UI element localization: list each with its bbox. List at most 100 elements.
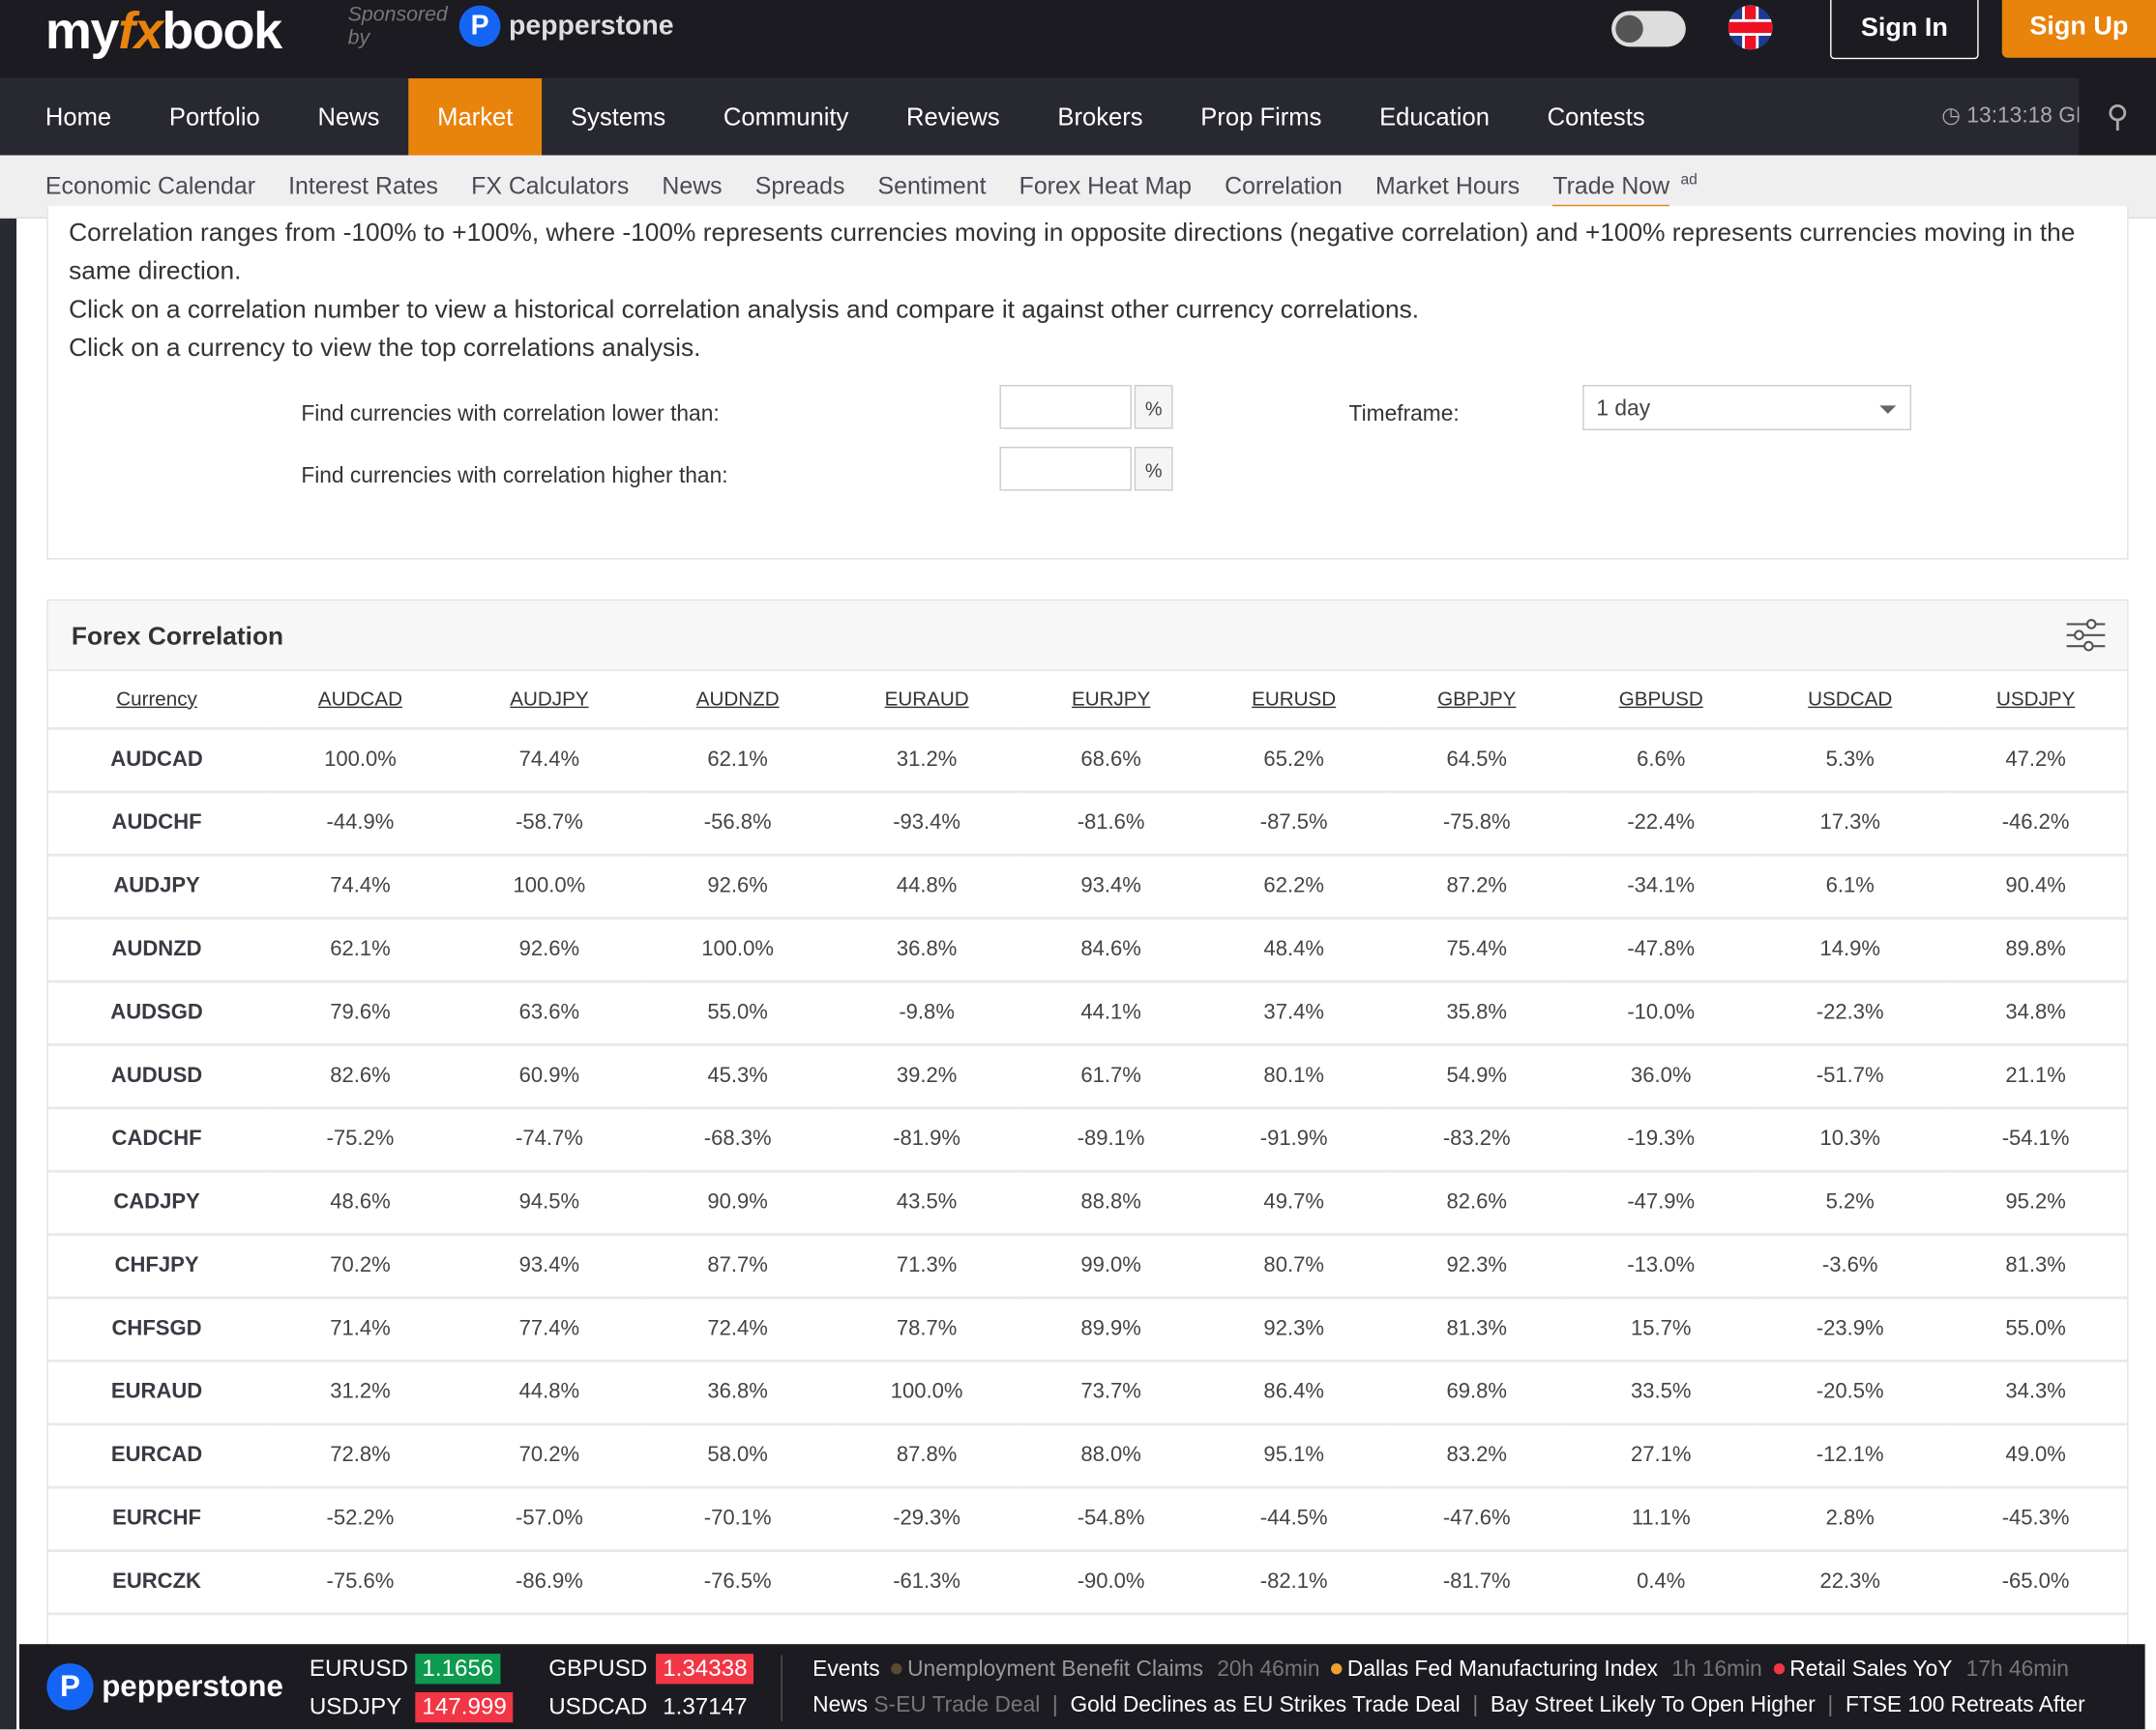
timeframe-select[interactable]: 1 day	[1582, 385, 1911, 430]
sign-up-button[interactable]: Sign Up	[2001, 0, 2156, 58]
correlation-cell[interactable]: 45.3%	[643, 1044, 833, 1110]
column-header[interactable]: AUDCAD	[265, 670, 456, 730]
correlation-cell[interactable]: 74.4%	[265, 855, 456, 921]
correlation-cell[interactable]: 58.0%	[643, 1423, 833, 1489]
correlation-cell[interactable]: -65.0%	[1944, 1550, 2128, 1616]
correlation-cell[interactable]: 47.2%	[1944, 728, 2128, 794]
correlation-cell[interactable]: 10.3%	[1756, 1107, 1945, 1173]
correlation-cell[interactable]: 21.1%	[1944, 1044, 2128, 1110]
correlation-cell[interactable]: 61.7%	[1021, 1044, 1201, 1110]
news-headline[interactable]: FTSE 100 Retreats After	[1845, 1693, 2085, 1717]
correlation-cell[interactable]: 92.6%	[455, 918, 644, 983]
myfxbook-logo[interactable]: myfxbook	[44, 2, 282, 61]
correlation-cell[interactable]: 81.3%	[1387, 1297, 1567, 1363]
correlation-cell[interactable]: -75.2%	[265, 1107, 456, 1173]
correlation-cell[interactable]: 60.9%	[455, 1044, 644, 1110]
correlation-cell[interactable]: 100.0%	[643, 918, 833, 983]
correlation-cell[interactable]: -91.9%	[1200, 1107, 1388, 1173]
events-ticker[interactable]: Events Unemployment Benefit Claims 20h 46m…	[812, 1657, 2140, 1684]
nav-item-systems[interactable]: Systems	[571, 103, 666, 132]
correlation-cell[interactable]: -47.8%	[1566, 918, 1757, 983]
correlation-cell[interactable]: 95.1%	[1200, 1423, 1388, 1489]
correlation-cell[interactable]: -44.9%	[265, 791, 456, 857]
correlation-cell[interactable]: 0.4%	[1566, 1550, 1757, 1616]
quote-pair[interactable]: USDCAD	[548, 1693, 648, 1720]
correlation-cell[interactable]: -58.7%	[455, 791, 644, 857]
correlation-cell[interactable]: 83.2%	[1387, 1423, 1567, 1489]
column-header[interactable]: GBPJPY	[1387, 670, 1567, 730]
correlation-cell[interactable]: 100.0%	[265, 728, 456, 794]
correlation-cell[interactable]: 49.0%	[1944, 1423, 2128, 1489]
correlation-cell[interactable]: -44.5%	[1200, 1487, 1388, 1552]
correlation-cell[interactable]: 72.4%	[643, 1297, 833, 1363]
correlation-cell[interactable]: -22.4%	[1566, 791, 1757, 857]
correlation-cell[interactable]: 36.8%	[832, 918, 1022, 983]
currency-cell[interactable]: AUDSGD	[47, 981, 266, 1046]
column-header[interactable]: EURJPY	[1021, 670, 1201, 730]
correlation-cell[interactable]: 65.2%	[1200, 728, 1388, 794]
correlation-cell[interactable]: -54.8%	[1021, 1487, 1201, 1552]
correlation-cell[interactable]: 15.7%	[1566, 1297, 1757, 1363]
correlation-cell[interactable]: 89.8%	[1944, 918, 2128, 983]
correlation-cell[interactable]: -54.1%	[1944, 1107, 2128, 1173]
quote-price[interactable]: 1.37147	[663, 1693, 748, 1720]
correlation-cell[interactable]: -56.8%	[643, 791, 833, 857]
correlation-cell[interactable]: -83.2%	[1387, 1107, 1567, 1173]
trade-now-link[interactable]: Trade Now	[1552, 171, 1670, 210]
correlation-cell[interactable]: -23.9%	[1756, 1297, 1945, 1363]
correlation-cell[interactable]: 55.0%	[1944, 1297, 2128, 1363]
correlation-cell[interactable]: 49.7%	[1200, 1171, 1388, 1236]
correlation-cell[interactable]: 90.4%	[1944, 855, 2128, 921]
correlation-cell[interactable]: 71.4%	[265, 1297, 456, 1363]
column-header[interactable]: USDJPY	[1944, 670, 2128, 730]
quote-pair[interactable]: GBPUSD	[548, 1655, 648, 1682]
correlation-cell[interactable]: -47.6%	[1387, 1487, 1567, 1552]
correlation-cell[interactable]: -9.8%	[832, 981, 1022, 1046]
correlation-cell[interactable]: 55.0%	[643, 981, 833, 1046]
correlation-cell[interactable]: 86.4%	[1200, 1361, 1388, 1426]
currency-cell[interactable]: CADCHF	[47, 1107, 266, 1173]
correlation-cell[interactable]: 70.2%	[455, 1423, 644, 1489]
nav-item-home[interactable]: Home	[44, 103, 112, 132]
correlation-cell[interactable]: 34.8%	[1944, 981, 2128, 1046]
event-name[interactable]: Dallas Fed Manufacturing Index	[1346, 1657, 1659, 1682]
correlation-cell[interactable]: 31.2%	[265, 1361, 456, 1426]
correlation-cell[interactable]: 63.6%	[455, 981, 644, 1046]
currency-cell[interactable]: CADJPY	[47, 1171, 266, 1236]
correlation-cell[interactable]: 92.3%	[1387, 1234, 1567, 1300]
uk-flag-icon[interactable]	[1728, 5, 1773, 50]
correlation-cell[interactable]: -89.1%	[1021, 1107, 1201, 1173]
correlation-cell[interactable]: -22.3%	[1756, 981, 1945, 1046]
currency-cell[interactable]: EURCZK	[47, 1550, 266, 1616]
correlation-cell[interactable]: 100.0%	[832, 1361, 1022, 1426]
correlation-cell[interactable]: 34.3%	[1944, 1361, 2128, 1426]
correlation-cell[interactable]: 44.1%	[1021, 981, 1201, 1046]
nav-item-contests[interactable]: Contests	[1547, 103, 1645, 132]
correlation-cell[interactable]: 88.8%	[1021, 1171, 1201, 1236]
correlation-cell[interactable]: 71.3%	[832, 1234, 1022, 1300]
correlation-cell[interactable]: -51.7%	[1756, 1044, 1945, 1110]
column-header[interactable]: AUDNZD	[643, 670, 833, 730]
subnav-trade-now[interactable]: Trade Now ad	[1552, 171, 1698, 210]
correlation-cell[interactable]: -93.4%	[832, 791, 1022, 857]
nav-item-news[interactable]: News	[317, 103, 380, 132]
correlation-cell[interactable]: 62.1%	[265, 918, 456, 983]
correlation-cell[interactable]: -81.9%	[832, 1107, 1022, 1173]
correlation-cell[interactable]: 93.4%	[455, 1234, 644, 1300]
subnav-item-spreads[interactable]: Spreads	[754, 171, 845, 200]
correlation-cell[interactable]: 90.9%	[643, 1171, 833, 1236]
correlation-cell[interactable]: 75.4%	[1387, 918, 1567, 983]
correlation-cell[interactable]: -52.2%	[265, 1487, 456, 1552]
correlation-cell[interactable]: -74.7%	[455, 1107, 644, 1173]
subnav-item-correlation[interactable]: Correlation	[1225, 171, 1343, 200]
correlation-cell[interactable]: 44.8%	[455, 1361, 644, 1426]
subnav-item-economic-calendar[interactable]: Economic Calendar	[44, 171, 256, 200]
correlation-cell[interactable]: 39.2%	[832, 1044, 1022, 1110]
correlation-cell[interactable]: 87.2%	[1387, 855, 1567, 921]
nav-item-market[interactable]: Market	[408, 78, 543, 156]
currency-cell[interactable]: AUDCAD	[47, 728, 266, 794]
correlation-cell[interactable]: 6.6%	[1566, 728, 1757, 794]
correlation-cell[interactable]: -13.0%	[1566, 1234, 1757, 1300]
correlation-cell[interactable]: 84.6%	[1021, 918, 1201, 983]
correlation-cell[interactable]: -90.0%	[1021, 1550, 1201, 1616]
